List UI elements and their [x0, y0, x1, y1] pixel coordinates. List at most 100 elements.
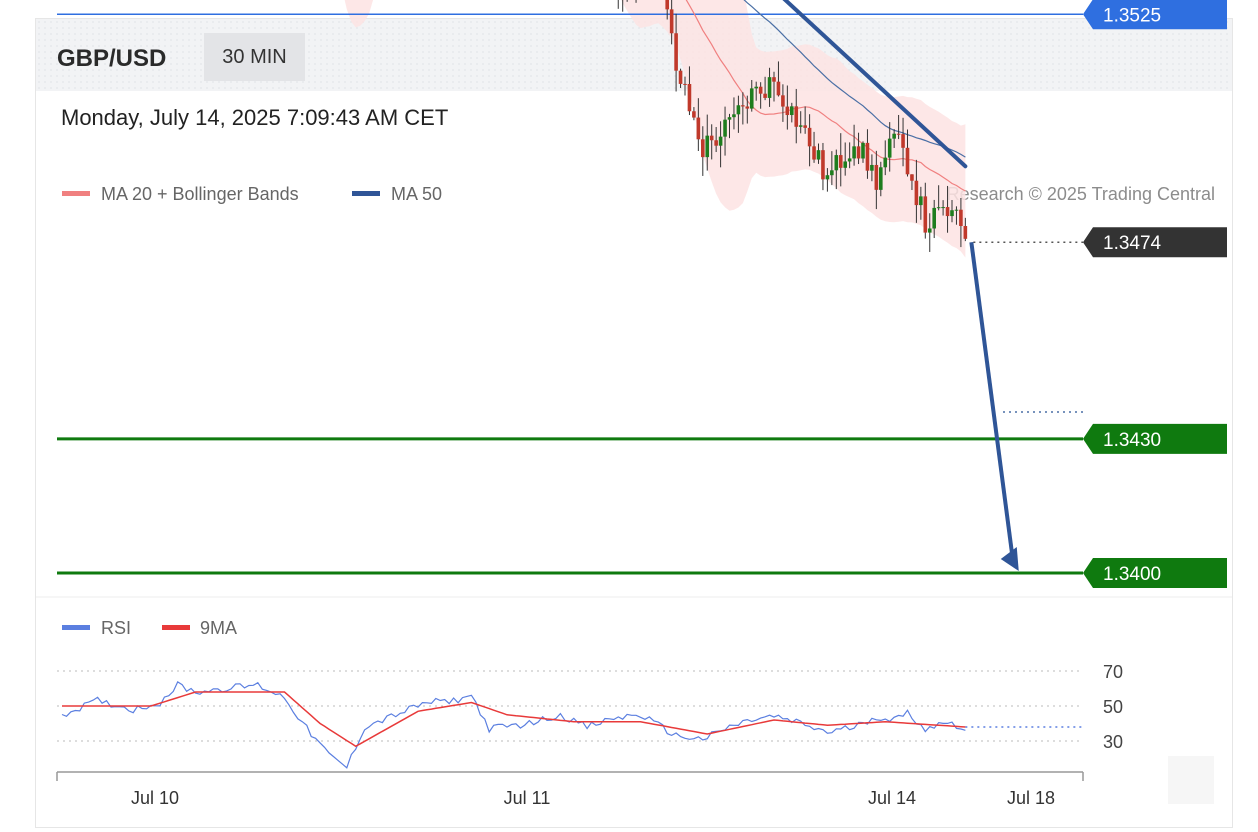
downtrend-line: [782, 0, 968, 169]
candle-body: [812, 146, 816, 160]
candle-body: [843, 161, 847, 168]
candle-body: [910, 174, 914, 181]
candle-body: [879, 167, 883, 190]
rsi-pane: 70 50 30: [57, 662, 1123, 769]
candle-body: [861, 142, 865, 159]
chart-datetime: Monday, July 14, 2025 7:09:43 AM CET: [61, 105, 449, 130]
candle-body: [736, 105, 741, 115]
candle-body: [874, 164, 879, 190]
candle-body: [959, 209, 963, 227]
bollinger-band: [344, 0, 966, 258]
copyright-text: Research © 2025 Trading Central: [947, 184, 1215, 204]
candle-body: [781, 95, 785, 107]
candle-body: [723, 119, 727, 137]
rsi-tick-label: 50: [1103, 697, 1123, 717]
candle-body: [852, 146, 856, 159]
candle-body: [821, 150, 825, 180]
chart-header: GBP/USD 30 MIN: [36, 19, 1232, 91]
candle-body: [687, 84, 692, 112]
candle-body: [834, 155, 839, 171]
bollinger-band-fill: [344, 0, 966, 258]
candle-body: [701, 139, 705, 158]
rsi-tick-label: 30: [1103, 732, 1123, 752]
candlesticks: [617, 0, 968, 252]
candle-body: [745, 106, 750, 109]
candle-body: [870, 164, 874, 171]
rsi-ma9-line: [62, 691, 966, 748]
candle-body: [816, 150, 821, 160]
candle-body: [807, 127, 812, 147]
candle-body: [901, 134, 905, 148]
candle-body: [718, 136, 723, 146]
candle-body: [794, 106, 799, 127]
candle-body: [945, 207, 950, 217]
candle-body: [696, 117, 701, 140]
support-label-tag: [1083, 423, 1227, 454]
x-tick-label: Jul 18: [1007, 788, 1055, 808]
ma20-line: [685, 0, 966, 192]
chart-panel: GBP/USD 30 MIN Monday, July 14, 2025 7:0…: [35, 18, 1233, 828]
ma20-legend-swatch: [62, 191, 90, 196]
candle-body: [678, 70, 683, 84]
rsi-legend-swatch: [62, 625, 90, 630]
x-axis: Jul 10 Jul 11 Jul 14 Jul 18: [56, 771, 1084, 808]
candle-body: [936, 207, 941, 209]
candle-body: [941, 207, 945, 209]
candle-body: [674, 33, 678, 71]
support-label-tag: [1083, 558, 1227, 588]
candle-body: [732, 114, 736, 118]
candle-body: [692, 111, 696, 118]
pivot-label: 1.3525: [1103, 5, 1161, 26]
candle-body: [727, 117, 732, 120]
candle-body: [776, 81, 781, 96]
candle-body: [892, 133, 896, 139]
candle-body: [714, 140, 718, 146]
candle-body: [950, 210, 954, 217]
x-tick-label: Jul 10: [131, 788, 179, 808]
ma9-legend-swatch: [162, 625, 190, 630]
candle-body: [763, 93, 767, 98]
candle-body: [803, 125, 807, 128]
ma20-legend-label: MA 20 + Bollinger Bands: [101, 184, 299, 204]
symbol-title: GBP/USD: [57, 45, 167, 72]
timeframe-badge[interactable]: 30 MIN: [204, 33, 305, 81]
candle-body: [767, 77, 772, 98]
rsi-line: [61, 681, 966, 769]
candle-body: [914, 180, 919, 206]
ma50-legend-label: MA 50: [391, 184, 442, 204]
candle-body: [709, 135, 714, 141]
rsi-legend-label: RSI: [101, 618, 131, 638]
candle-body: [923, 196, 928, 233]
candle-body: [669, 9, 674, 34]
candle-body: [919, 196, 923, 206]
candle-body: [847, 158, 852, 162]
candle-body: [954, 209, 959, 211]
candle-body: [772, 77, 776, 82]
candle-body: [838, 155, 843, 168]
chart-control-button[interactable]: [1168, 756, 1214, 804]
candle-body: [896, 133, 901, 135]
candle-body: [830, 170, 834, 176]
candle-body: [905, 147, 910, 175]
candle-body: [927, 228, 932, 233]
trend-annotations: [782, 0, 1019, 571]
candle-body: [856, 146, 861, 159]
x-tick-label: Jul 14: [868, 788, 916, 808]
price-levels: [57, 13, 1083, 575]
ma50-line: [743, 0, 966, 158]
candle-body: [754, 86, 758, 89]
rsi-tick-label: 70: [1103, 662, 1123, 682]
candle-body: [798, 125, 803, 127]
candle-body: [865, 142, 870, 171]
ma50-legend-swatch: [352, 191, 380, 196]
support-label: 1.3400: [1103, 564, 1161, 585]
candle-body: [758, 86, 763, 94]
candle-body: [749, 88, 754, 109]
forecast-arrow-shaft: [969, 241, 1015, 560]
candle-body: [785, 106, 790, 116]
candle-body: [887, 138, 892, 158]
moving-averages: [685, 0, 966, 192]
candle-body: [883, 157, 888, 168]
